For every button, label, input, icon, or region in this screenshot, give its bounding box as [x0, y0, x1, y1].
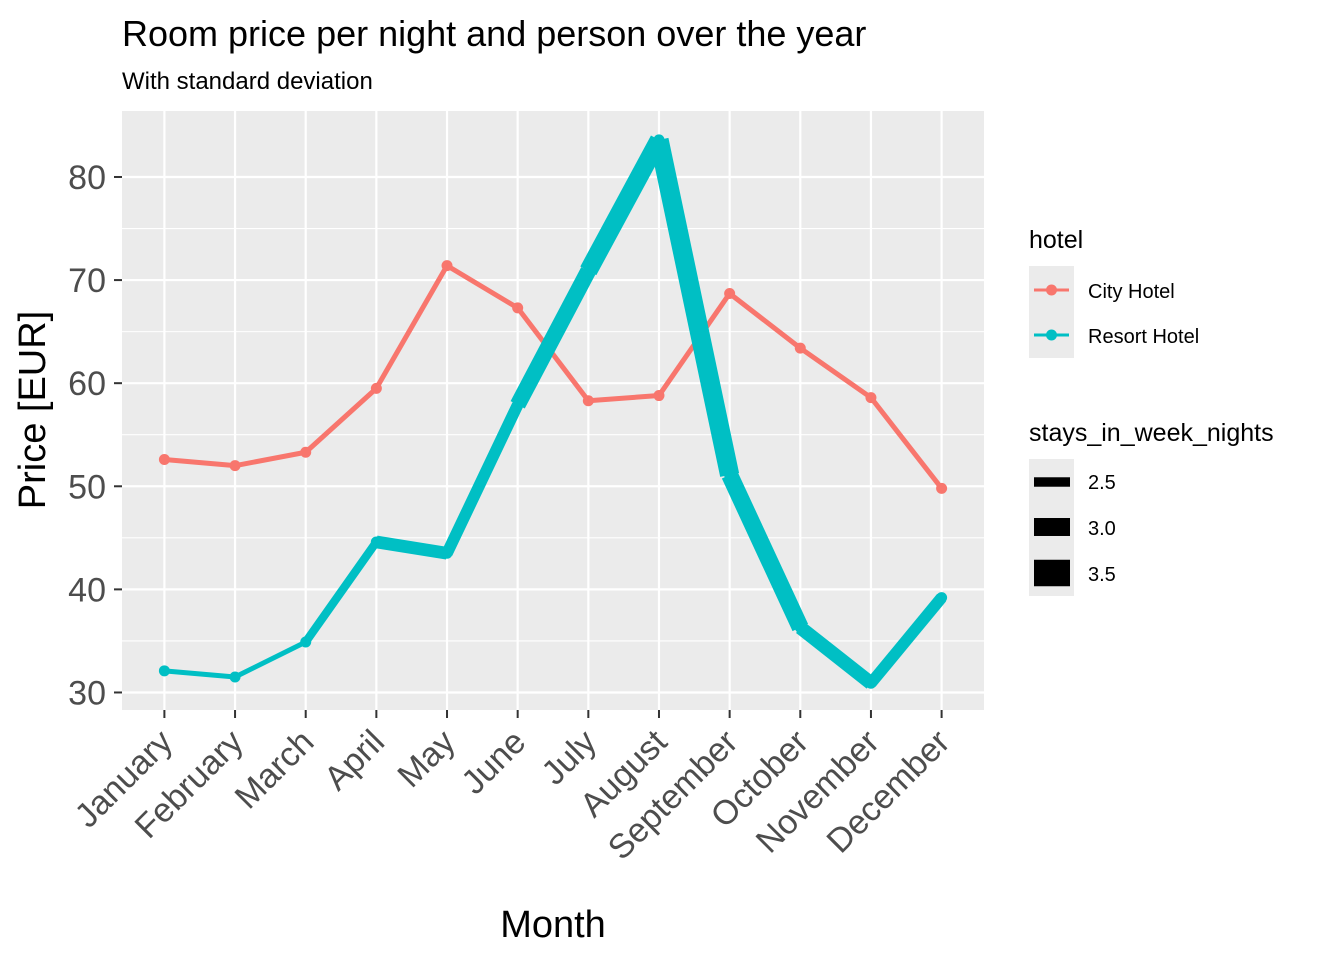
series-segment-city-hotel	[374, 264, 450, 390]
grid-minor	[122, 227, 984, 642]
data-point-resort-hotel	[653, 134, 665, 146]
data-point-city-hotel	[229, 460, 241, 472]
y-tick-label: 40	[68, 571, 106, 609]
x-axis-title: Month	[500, 904, 606, 946]
series-segment-city-hotel	[445, 263, 519, 311]
series-segment-city-hotel	[728, 291, 802, 351]
y-tick-label: 60	[68, 365, 106, 403]
legend-key-point-resort-hotel	[1046, 329, 1057, 341]
series-segment-city-hotel	[798, 346, 873, 400]
data-point-city-hotel	[582, 395, 594, 407]
data-point-resort-hotel	[512, 399, 524, 411]
legend: hotel City Hotel Resort Hotel stays_in_w…	[1029, 226, 1274, 596]
legend-label-size-3-0: 3.0	[1088, 518, 1116, 540]
y-tick-label: 50	[68, 468, 106, 506]
legend-label-size-2-5: 2.5	[1088, 472, 1116, 494]
data-point-resort-hotel	[865, 677, 877, 689]
legend-hotel-key-bg	[1029, 266, 1074, 358]
series-segment-resort-hotel	[649, 137, 740, 477]
y-tick-label: 30	[68, 674, 106, 712]
data-point-city-hotel	[794, 342, 806, 354]
chart-subtitle: With standard deviation	[122, 68, 373, 95]
data-point-resort-hotel	[300, 636, 312, 648]
series-segment-resort-hotel	[375, 535, 449, 560]
data-point-resort-hotel	[936, 592, 948, 604]
series-segment-resort-hotel	[796, 622, 876, 689]
series-segment-city-hotel	[868, 396, 944, 490]
series-segment-resort-hotel	[721, 471, 809, 632]
data-point-resort-hotel	[370, 536, 382, 548]
data-point-city-hotel	[441, 260, 453, 272]
y-axis-title: Price [EUR]	[12, 311, 54, 509]
y-tick-label: 70	[68, 262, 106, 300]
series-segment-resort-hotel	[233, 639, 307, 680]
data-point-city-hotel	[158, 453, 170, 465]
data-point-city-hotel	[936, 482, 948, 494]
data-point-city-hotel	[653, 390, 665, 402]
legend-size-key-2-5	[1034, 477, 1070, 487]
data-point-city-hotel	[300, 446, 312, 458]
legend-size-key-3-0	[1034, 518, 1070, 536]
grid-major	[122, 111, 984, 710]
series-resort-hotel	[158, 134, 948, 689]
series-segment-resort-hotel	[302, 539, 380, 645]
x-tick-label: June	[454, 723, 533, 802]
data-point-resort-hotel	[794, 622, 806, 634]
data-point-resort-hotel	[441, 547, 453, 559]
x-tick-label: April	[317, 723, 392, 798]
series-segment-city-hotel	[234, 449, 307, 469]
legend-label-size-3-5: 3.5	[1088, 564, 1116, 586]
legend-hotel-title: hotel	[1029, 226, 1083, 254]
series-segment-resort-hotel	[866, 593, 947, 687]
series-segment-city-hotel	[588, 393, 660, 404]
chart-title: Room price per night and person over the…	[122, 13, 866, 54]
legend-label-resort-hotel: Resort Hotel	[1088, 326, 1199, 348]
legend-size-keys	[1034, 477, 1070, 587]
legend-key-point-city-hotel	[1046, 284, 1057, 296]
data-point-resort-hotel	[724, 469, 736, 481]
y-axis: 30 40 50 60 70 80	[68, 159, 122, 712]
x-tick-label: May	[390, 723, 462, 795]
data-point-city-hotel	[370, 382, 382, 394]
data-point-resort-hotel	[229, 671, 241, 683]
data-point-city-hotel	[724, 287, 736, 299]
data-point-city-hotel	[512, 302, 524, 314]
series-layer	[158, 134, 948, 689]
series-segment-resort-hotel	[441, 402, 523, 556]
data-point-resort-hotel	[158, 665, 170, 677]
series-segment-city-hotel	[164, 456, 236, 469]
legend-hotel-keys	[1034, 284, 1069, 341]
data-point-resort-hotel	[582, 265, 594, 277]
data-point-city-hotel	[865, 392, 877, 404]
legend-size-title: stays_in_week_nights	[1029, 419, 1274, 447]
legend-size-key-3-5	[1034, 559, 1070, 587]
x-tick-label: March	[228, 723, 322, 817]
series-segment-city-hotel	[304, 386, 379, 455]
legend-label-city-hotel: City Hotel	[1088, 281, 1175, 303]
series-segment-resort-hotel	[510, 267, 596, 409]
y-tick-label: 80	[68, 159, 106, 197]
series-segment-resort-hotel	[580, 135, 667, 276]
plot-panel	[122, 111, 984, 710]
series-segment-resort-hotel	[164, 668, 236, 680]
